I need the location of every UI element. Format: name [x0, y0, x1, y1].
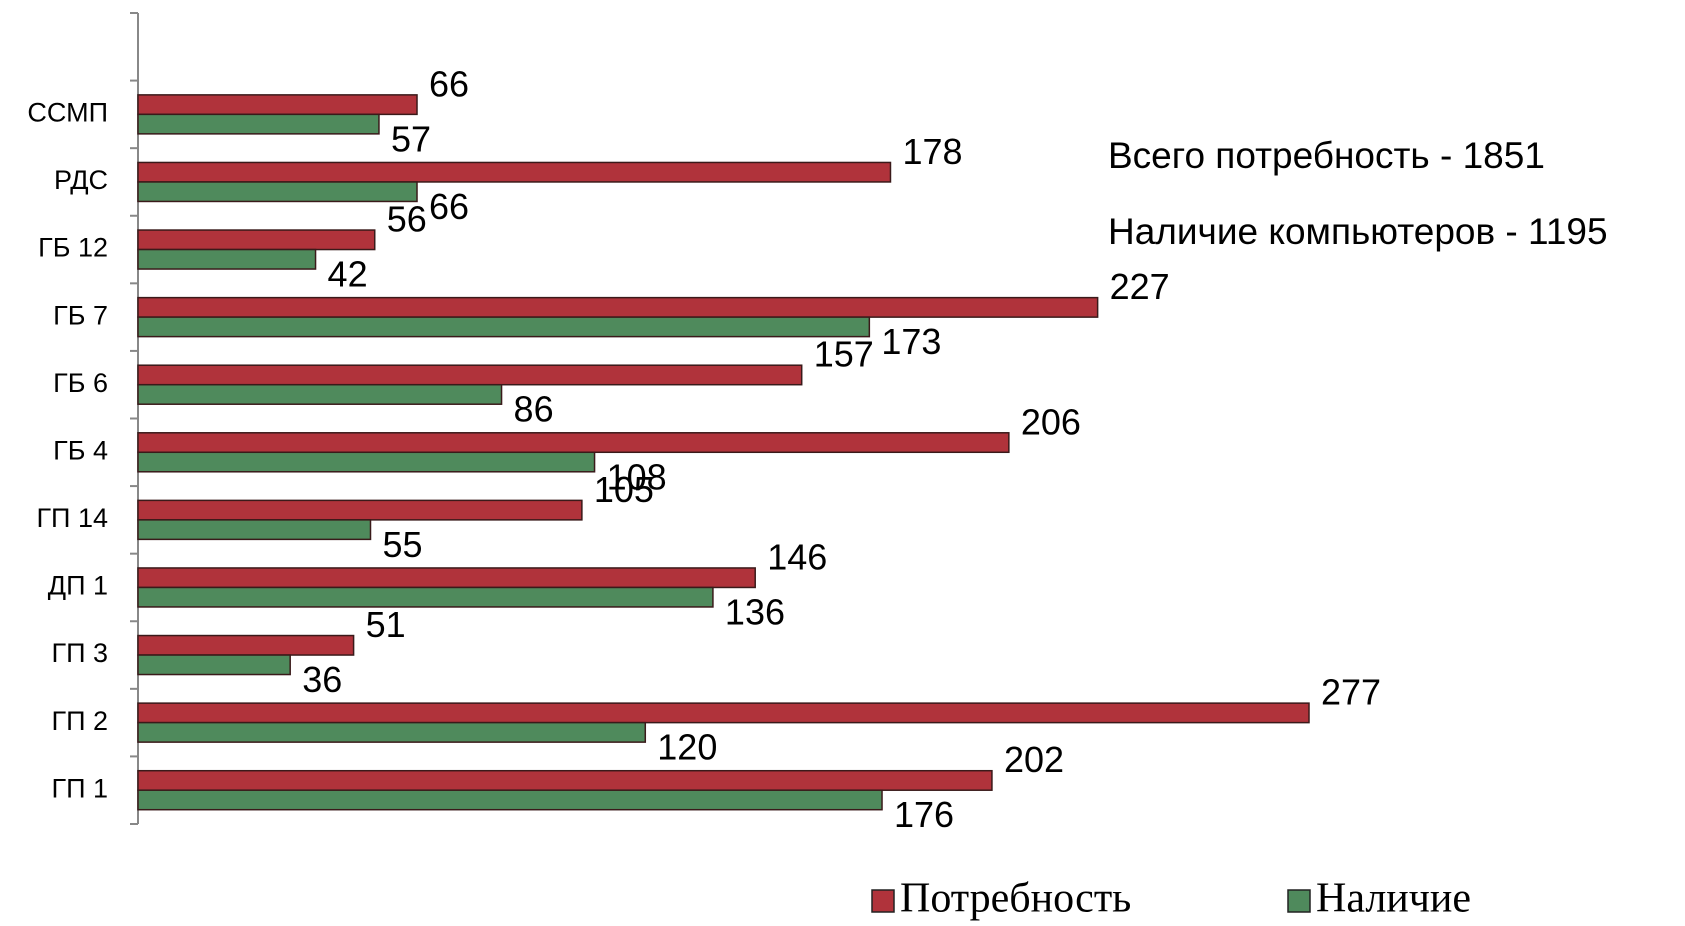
data-label: 146	[767, 536, 827, 577]
data-label: 55	[383, 524, 423, 565]
bar	[137, 702, 1310, 724]
data-label: 120	[657, 727, 717, 768]
bar	[137, 296, 1099, 318]
bar	[137, 789, 883, 811]
annotation: Всего потребность - 1851	[1108, 135, 1545, 176]
data-label: 206	[1021, 401, 1081, 442]
bar	[137, 499, 583, 521]
y-tick-label: ГБ 6	[53, 368, 108, 398]
data-label: 42	[328, 254, 368, 295]
data-label: 108	[607, 456, 667, 497]
bar	[137, 634, 355, 656]
y-tick-label: ГП 3	[51, 638, 108, 668]
data-label: 157	[814, 334, 874, 375]
data-label: 86	[514, 389, 554, 430]
data-label: 227	[1110, 266, 1170, 307]
bar	[137, 364, 803, 386]
data-label: 277	[1321, 672, 1381, 713]
data-label: 136	[725, 591, 785, 632]
y-tick-label: РДС	[54, 165, 108, 195]
bar	[137, 181, 418, 203]
data-label: 36	[302, 659, 342, 700]
y-tick-label: ДП 1	[48, 571, 108, 601]
data-label: 202	[1004, 739, 1064, 780]
bar	[137, 567, 756, 589]
data-label: 57	[391, 118, 431, 159]
y-tick-label: ГП 1	[51, 773, 108, 803]
bar	[137, 316, 871, 338]
legend-label: Наличие	[1316, 876, 1471, 922]
legend-swatch	[871, 889, 895, 913]
bar	[137, 161, 892, 183]
y-tick-label: ГП 14	[36, 503, 108, 533]
bar	[137, 113, 380, 135]
y-tick-label: ССМП	[27, 98, 108, 128]
bar	[137, 451, 596, 473]
bar	[137, 383, 503, 405]
data-label: 105	[594, 469, 654, 510]
annotation: Наличие компьютеров - 1195	[1108, 211, 1608, 252]
data-label: 178	[902, 131, 962, 172]
legend-swatch	[1287, 889, 1311, 913]
data-label: 173	[881, 321, 941, 362]
y-tick-label: ГП 2	[51, 706, 108, 736]
data-label: 51	[366, 604, 406, 645]
legend-label: Потребность	[900, 876, 1131, 922]
data-label: 66	[429, 186, 469, 227]
bar	[137, 769, 993, 791]
bar	[137, 586, 714, 608]
y-tick-label: ГБ 12	[38, 233, 108, 263]
bar	[137, 94, 418, 116]
data-label: 56	[387, 199, 427, 240]
bar	[137, 519, 372, 541]
bar	[137, 432, 1010, 454]
bar	[137, 229, 376, 251]
y-tick-label: ГБ 7	[53, 300, 108, 330]
bar	[137, 654, 291, 676]
data-label: 66	[429, 63, 469, 104]
y-tick-label: ГБ 4	[53, 435, 108, 465]
bar	[137, 721, 647, 743]
data-label: 176	[894, 794, 954, 835]
bar	[137, 248, 317, 270]
